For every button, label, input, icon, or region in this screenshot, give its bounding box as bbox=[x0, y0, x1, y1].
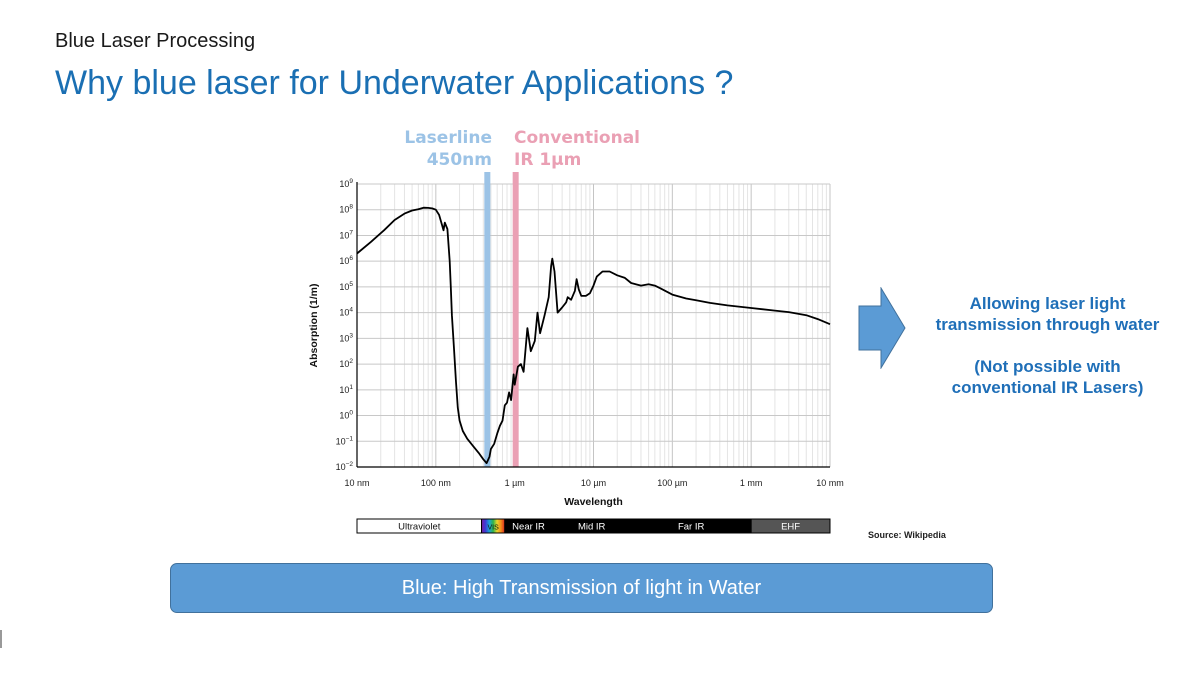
y-tick-label: 105 bbox=[339, 281, 353, 292]
callout-note-line-2: conventional IR Lasers) bbox=[951, 378, 1144, 397]
y-tick-label: 106 bbox=[339, 255, 353, 266]
conclusion-banner: Blue: High Transmission of light in Wate… bbox=[170, 563, 993, 613]
callout-note-line-1: (Not possible with bbox=[974, 357, 1121, 376]
x-tick-label: 100 nm bbox=[421, 478, 451, 488]
slide-title: Why blue laser for Underwater Applicatio… bbox=[55, 64, 734, 102]
x-tick-label: 10 µm bbox=[581, 478, 606, 488]
slide-edge-mark bbox=[0, 630, 2, 648]
band-label: VIS bbox=[488, 525, 500, 532]
y-tick-label: 10−1 bbox=[336, 435, 354, 446]
x-tick-label: 100 µm bbox=[657, 478, 687, 488]
band-segment bbox=[750, 518, 831, 534]
ir-label-line2: IR 1µm bbox=[514, 150, 582, 170]
ir-marker-label: Conventional IR 1µm bbox=[514, 127, 640, 171]
callout-line-1: Allowing laser light bbox=[969, 294, 1126, 313]
band-label: Near IR bbox=[512, 522, 545, 533]
y-tick-label: 109 bbox=[339, 178, 353, 189]
laserline-label-line2: 450nm bbox=[426, 150, 492, 170]
laserline-label-line1: Laserline bbox=[404, 128, 492, 148]
callout-text: Allowing laser light transmission throug… bbox=[905, 293, 1190, 398]
callout-line-2: transmission through water bbox=[935, 315, 1160, 334]
x-tick-label: 1 µm bbox=[505, 478, 525, 488]
y-tick-label: 104 bbox=[339, 307, 353, 318]
y-tick-label: 101 bbox=[339, 384, 353, 395]
ir-band bbox=[512, 172, 519, 467]
laserline-marker-label: Laserline 450nm bbox=[400, 127, 492, 171]
absorption-curve bbox=[356, 206, 831, 464]
y-axis-label: Absorption (1/m) bbox=[308, 284, 320, 368]
x-axis-label: Wavelength bbox=[564, 496, 623, 508]
x-tick-label: 1 mm bbox=[740, 478, 763, 488]
x-tick-label: 10 nm bbox=[344, 478, 369, 488]
right-arrow-icon bbox=[858, 287, 906, 369]
band-label: Ultraviolet bbox=[398, 522, 441, 533]
ir-label-line1: Conventional bbox=[514, 128, 641, 148]
source-credit: Source: Wikipedia bbox=[868, 530, 946, 540]
y-tick-label: 107 bbox=[339, 229, 353, 240]
y-tick-label: 103 bbox=[339, 332, 353, 343]
y-tick-label: 10−2 bbox=[336, 461, 354, 472]
band-label: Mid IR bbox=[578, 522, 606, 533]
slide-subtitle: Blue Laser Processing bbox=[55, 30, 256, 52]
x-tick-label: 10 mm bbox=[816, 478, 844, 488]
y-tick-label: 102 bbox=[339, 358, 353, 369]
y-tick-label: 100 bbox=[339, 410, 353, 421]
y-tick-label: 108 bbox=[339, 204, 353, 215]
band-label: Far IR bbox=[678, 522, 705, 533]
band-label: EHF bbox=[781, 522, 800, 533]
laserline-band bbox=[484, 172, 491, 467]
